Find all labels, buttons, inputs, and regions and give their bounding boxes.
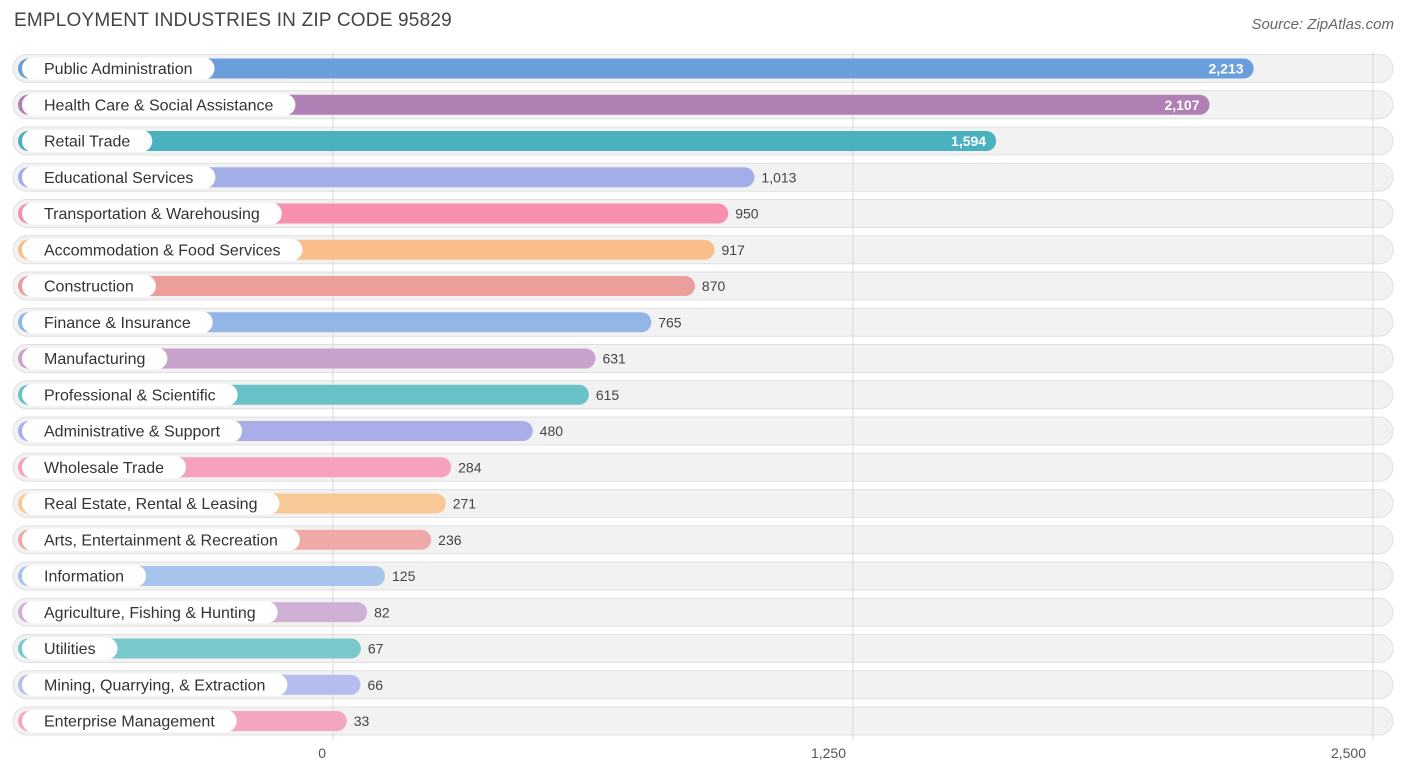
value-label: 236 [438, 532, 462, 548]
category-label: Administrative & Support [44, 424, 221, 441]
category-label: Accommodation & Food Services [44, 242, 281, 259]
bar-health-care-social-assistance [18, 94, 1210, 115]
category-label-pill [22, 710, 237, 732]
category-label-pill [22, 528, 300, 551]
value-label: 1,013 [761, 169, 796, 185]
category-label-pill [22, 238, 303, 261]
category-label: Manufacturing [44, 351, 145, 368]
category-label: Construction [44, 279, 134, 296]
value-label: 67 [368, 641, 384, 657]
category-label-pill [22, 456, 187, 479]
value-label: 82 [374, 604, 390, 620]
category-label: Utilities [44, 641, 96, 658]
value-label: 33 [354, 713, 370, 729]
value-label: 2,107 [1164, 97, 1199, 113]
category-label-pill [22, 601, 278, 624]
value-label: 1,594 [951, 133, 986, 149]
bar-construction [18, 276, 695, 296]
category-label: Finance & Insurance [44, 315, 191, 332]
category-label-pill [22, 420, 243, 442]
bar-retail-trade [18, 131, 997, 151]
value-label: 66 [367, 677, 383, 693]
category-label-pill [22, 275, 156, 297]
chart-source: Source: ZipAtlas.com [1251, 16, 1394, 33]
value-label: 125 [392, 568, 416, 584]
bar-public-administration [18, 58, 1254, 79]
x-tick-label: 2,500 [1331, 745, 1366, 761]
category-label: Educational Services [44, 170, 193, 187]
row-background [12, 670, 1394, 700]
category-label-pill [22, 565, 147, 587]
value-label: 950 [735, 206, 759, 222]
category-label: Real Estate, Rental & Leasing [44, 496, 257, 513]
category-label-pill [22, 311, 213, 334]
value-label: 631 [602, 351, 626, 367]
category-label-pill [22, 166, 216, 189]
value-label: 615 [596, 387, 620, 403]
value-label: 271 [453, 496, 477, 512]
category-label-pill [22, 673, 288, 696]
category-label: Mining, Quarrying, & Extraction [44, 677, 265, 694]
value-label: 284 [458, 459, 482, 475]
x-tick-label: 1,250 [811, 745, 846, 761]
category-label-pill [22, 93, 296, 116]
category-label: Transportation & Warehousing [44, 206, 260, 223]
category-label: Health Care & Social Assistance [44, 97, 274, 114]
category-label: Wholesale Trade [44, 460, 164, 477]
category-label: Arts, Entertainment & Recreation [44, 532, 278, 549]
value-label: 917 [721, 242, 745, 258]
category-label-pill [22, 492, 280, 515]
category-label-pill [22, 57, 215, 80]
category-label: Retail Trade [44, 134, 130, 151]
category-label: Public Administration [44, 61, 193, 78]
value-label: 765 [658, 314, 682, 330]
category-label-pill [22, 202, 282, 225]
value-label: 480 [540, 423, 564, 439]
x-tick-label: 0 [318, 745, 326, 761]
category-label-pill [22, 637, 118, 660]
category-label: Professional & Scientific [44, 387, 216, 404]
category-label: Information [44, 569, 124, 586]
value-label: 2,213 [1209, 61, 1244, 77]
chart-title: EMPLOYMENT INDUSTRIES IN ZIP CODE 95829 [14, 10, 452, 31]
category-label-pill [22, 383, 238, 406]
row-background [12, 706, 1394, 736]
value-label: 870 [702, 278, 726, 294]
category-label-pill [22, 130, 153, 152]
category-label: Agriculture, Fishing & Hunting [44, 605, 256, 622]
category-label-pill [22, 347, 168, 370]
category-label: Enterprise Management [44, 714, 215, 731]
